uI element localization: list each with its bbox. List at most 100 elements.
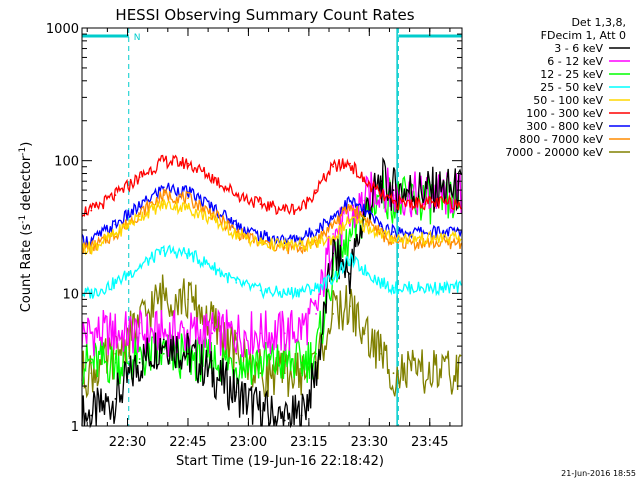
series-3-point-4 bbox=[187, 252, 189, 255]
x-tick-label-5: 23:45 bbox=[411, 435, 448, 450]
series-6-point-13 bbox=[363, 209, 366, 212]
series-5-point-12 bbox=[349, 162, 351, 165]
series-2-point-12 bbox=[349, 239, 351, 242]
y-tick-label-2: 100 bbox=[54, 155, 79, 170]
x-tick-label-1: 22:45 bbox=[169, 435, 206, 450]
series-1-point-11 bbox=[332, 233, 334, 235]
series-6-point-15 bbox=[392, 231, 395, 233]
series-5-point-6 bbox=[235, 193, 238, 196]
series-4-point-13 bbox=[363, 225, 366, 228]
x-axis: 22:30 22:45 23:00 23:15 23:30 23:45 bbox=[86, 28, 451, 450]
series-5-point-14 bbox=[380, 194, 383, 197]
series-6-point-14 bbox=[380, 225, 383, 228]
series-6-point-11 bbox=[332, 215, 334, 218]
series-5-point-4 bbox=[187, 162, 189, 165]
series-4-point-2 bbox=[138, 215, 141, 218]
night-label: N bbox=[134, 33, 141, 43]
series-3-point-12 bbox=[349, 258, 351, 261]
series-5-point-2 bbox=[138, 176, 141, 179]
series-1-point-7 bbox=[259, 332, 262, 335]
series-0-point-12 bbox=[349, 273, 351, 275]
series-1-point-5 bbox=[211, 332, 214, 335]
series-5-point-0 bbox=[90, 209, 93, 212]
legend-label-8: 7000 - 20000 keV bbox=[505, 146, 603, 159]
series-7-point-8 bbox=[283, 247, 286, 249]
series-4-point-12 bbox=[349, 218, 351, 221]
series-4-point-8 bbox=[283, 244, 286, 247]
series-3-point-14 bbox=[380, 281, 383, 284]
series-5-point-15 bbox=[392, 202, 395, 204]
series-8-point-15 bbox=[392, 372, 395, 375]
series-1-point-15 bbox=[392, 194, 395, 197]
series-6-point-9 bbox=[300, 237, 303, 240]
series-3-point-6 bbox=[235, 281, 238, 284]
series-1-point-10 bbox=[315, 313, 317, 315]
x-tick-label-3: 23:15 bbox=[290, 435, 327, 450]
series-4-point-11 bbox=[332, 237, 334, 240]
series-7-point-4 bbox=[187, 197, 189, 200]
plot-timestamp: 21-Jun-2016 18:55 bbox=[561, 469, 636, 478]
x-tick-label-2: 23:00 bbox=[230, 435, 267, 450]
series-1-point-3 bbox=[162, 332, 165, 335]
series-0-point-2 bbox=[138, 361, 141, 364]
series-6-point-5 bbox=[211, 205, 214, 208]
y-axis-label: Count Rate (s-1 detector-1) bbox=[18, 142, 34, 313]
legend-label-5: 100 - 300 keV bbox=[526, 107, 603, 120]
series-8-point-11 bbox=[332, 313, 334, 315]
series-4-point-10 bbox=[315, 242, 317, 244]
series-2-point-2 bbox=[138, 358, 141, 360]
series-6-point-3 bbox=[162, 186, 165, 189]
series-line-8 bbox=[81, 274, 462, 399]
series-line-7 bbox=[81, 187, 462, 255]
legend-label-4: 50 - 100 keV bbox=[533, 94, 603, 107]
y-tick-label-0: 1 bbox=[71, 420, 79, 435]
series-5-point-8 bbox=[283, 208, 286, 211]
series-0-point-0 bbox=[90, 414, 93, 417]
series-7-point-3 bbox=[162, 194, 165, 197]
series-2-point-0 bbox=[90, 361, 93, 364]
series-line-0 bbox=[81, 156, 462, 429]
series-3-point-10 bbox=[315, 286, 317, 289]
series-1-point-0 bbox=[90, 332, 93, 335]
series-3-point-13 bbox=[363, 269, 366, 271]
series-6-point-6 bbox=[235, 223, 238, 226]
series-line-2 bbox=[81, 170, 462, 386]
series-4-point-9 bbox=[300, 244, 303, 247]
chart-title: HESSI Observing Summary Count Rates bbox=[115, 6, 414, 24]
series-2-point-3 bbox=[162, 352, 165, 355]
series-2-point-9 bbox=[300, 361, 303, 364]
series-0-point-10 bbox=[315, 372, 317, 375]
series-2-point-10 bbox=[315, 352, 317, 355]
series-8-point-7 bbox=[259, 372, 262, 375]
legend-label-6: 300 - 800 keV bbox=[526, 120, 603, 133]
plot-frame bbox=[81, 27, 463, 427]
series-3-point-8 bbox=[283, 292, 286, 295]
series-2-point-7 bbox=[259, 361, 262, 364]
series-6-point-10 bbox=[315, 229, 317, 231]
y-axis: 1 10 100 1000 bbox=[46, 22, 462, 435]
series-5-point-10 bbox=[315, 189, 317, 192]
series-1-point-6 bbox=[235, 332, 238, 335]
series-0-point-3 bbox=[162, 338, 165, 341]
legend-label-2: 12 - 25 keV bbox=[540, 68, 603, 81]
series-5-point-3 bbox=[162, 159, 165, 162]
series-3-point-15 bbox=[392, 286, 395, 289]
series-layer bbox=[81, 154, 462, 429]
x-tick-label-4: 23:30 bbox=[351, 435, 388, 450]
series-7-point-11 bbox=[332, 223, 334, 226]
series-7-point-9 bbox=[300, 247, 303, 249]
series-6-point-1 bbox=[114, 223, 117, 226]
legend-label-1: 6 - 12 keV bbox=[547, 55, 603, 68]
legend-label-0: 3 - 6 keV bbox=[554, 42, 603, 55]
x-axis-label: Start Time (19-Jun-16 22:18:42) bbox=[176, 454, 384, 469]
series-4-point-6 bbox=[235, 233, 238, 235]
y-tick-label-1: 10 bbox=[62, 287, 79, 302]
series-4-point-0 bbox=[90, 247, 93, 249]
series-6-point-12 bbox=[349, 199, 351, 202]
series-1-point-8 bbox=[283, 332, 286, 335]
x-tick-label-0: 22:30 bbox=[109, 435, 146, 450]
series-5-point-1 bbox=[114, 194, 117, 197]
series-line-5 bbox=[81, 154, 462, 217]
